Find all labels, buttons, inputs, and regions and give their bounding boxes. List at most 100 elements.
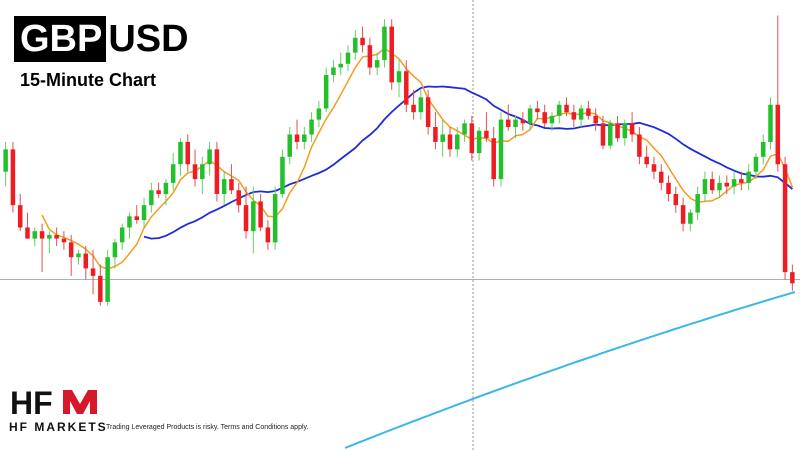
candle-bearish <box>425 97 431 128</box>
candle-bullish <box>119 227 125 243</box>
candle-bearish <box>236 190 242 206</box>
candle-bullish <box>455 134 460 150</box>
ma-slow-line <box>344 291 796 449</box>
candle-bullish <box>32 231 38 239</box>
hfm-logo-icon: HF <box>10 385 97 421</box>
candle-bullish <box>702 179 708 194</box>
candle-bullish <box>3 149 8 172</box>
candle-bearish <box>629 123 635 135</box>
candle-bullish <box>768 104 773 142</box>
candle-bearish <box>25 227 30 239</box>
candle-bullish <box>498 119 504 180</box>
brand-name: HF MARKETS <box>9 420 108 434</box>
candle-bearish <box>651 164 657 172</box>
candle-bearish <box>724 182 730 187</box>
candle-bearish <box>790 272 795 284</box>
candle-bullish <box>309 119 314 135</box>
ma-fast-line <box>41 47 794 270</box>
candle-bearish <box>265 227 271 243</box>
svg-text:HF: HF <box>10 385 53 421</box>
candle-bullish <box>331 67 336 75</box>
candle-bullish <box>396 71 402 83</box>
candle-bullish <box>353 37 358 53</box>
candle-bullish <box>251 201 256 232</box>
candle-bearish <box>192 164 198 180</box>
candle-bullish <box>556 104 562 116</box>
candle-bearish <box>411 104 416 113</box>
candle-bullish <box>287 134 292 157</box>
candle-bearish <box>389 26 394 83</box>
candle-bullish <box>746 171 751 183</box>
candle-bearish <box>404 71 409 105</box>
candle-bearish <box>17 205 23 228</box>
candle-bearish <box>615 123 620 139</box>
candle-bearish <box>782 164 788 273</box>
candle-bullish <box>731 179 737 187</box>
candle-bullish <box>163 182 169 194</box>
candle-bearish <box>61 238 67 243</box>
candle-bearish <box>294 134 300 142</box>
candle-bearish <box>83 253 89 269</box>
candle-bearish <box>571 112 577 120</box>
candle-bullish <box>607 123 613 146</box>
candle-bearish <box>243 205 249 232</box>
candle-bearish <box>658 171 664 183</box>
candle-bullish <box>622 123 628 139</box>
candle-bullish <box>47 234 52 239</box>
candle-bearish <box>564 104 569 113</box>
candle-bearish <box>90 268 96 276</box>
candle-bearish <box>156 190 161 194</box>
candle-bullish <box>302 134 307 142</box>
candle-bullish <box>178 141 183 165</box>
candle-bullish <box>462 123 467 135</box>
candle-bullish <box>323 74 329 109</box>
candle-bullish <box>272 194 278 243</box>
candle-bullish <box>221 179 227 194</box>
candle-bullish <box>207 149 212 165</box>
candle-bearish <box>520 119 526 124</box>
candle-bullish <box>695 194 700 213</box>
candle-bearish <box>535 108 540 113</box>
candle-bearish <box>600 123 606 146</box>
symbol-title: GBP USD <box>14 16 189 62</box>
candle-bearish <box>506 119 511 128</box>
candle-bullish <box>316 108 322 120</box>
candle-bullish <box>527 108 533 124</box>
candle-bearish <box>98 275 103 302</box>
candle-bearish <box>469 123 475 154</box>
candle-bearish <box>673 194 679 206</box>
candle-bearish <box>54 234 59 239</box>
candle-bearish <box>593 115 598 124</box>
candle-bullish <box>149 190 154 206</box>
candle-bearish <box>68 242 74 258</box>
candle-bearish <box>709 179 715 191</box>
symbol-base: GBP <box>14 16 107 62</box>
candle-bearish <box>10 149 16 206</box>
candle-bullish <box>170 164 176 183</box>
symbol-quote: USD <box>108 18 189 60</box>
candle-bullish <box>717 182 722 191</box>
candle-bullish <box>760 141 766 157</box>
candle-bearish <box>360 37 365 46</box>
candle-bearish <box>484 130 489 139</box>
candle-bullish <box>476 130 482 154</box>
candle-bearish <box>586 108 591 116</box>
candle-bearish <box>542 112 547 124</box>
candle-bullish <box>127 216 132 228</box>
candle-bearish <box>637 134 642 157</box>
candle-bearish <box>134 216 140 221</box>
candle-bullish <box>382 26 387 61</box>
candle-bullish <box>688 212 693 224</box>
ma-mid-line <box>143 85 793 240</box>
candle-bearish <box>229 179 234 191</box>
candle-bullish <box>345 52 351 64</box>
candle-bullish <box>374 60 380 68</box>
candle-bullish <box>338 63 343 68</box>
candle-bullish <box>280 156 285 194</box>
candle-bullish <box>549 115 555 124</box>
chart-timeframe: 15-Minute Chart <box>20 70 157 90</box>
candle-bullish <box>513 119 518 128</box>
candle-bearish <box>680 205 686 224</box>
candle-bearish <box>666 182 671 194</box>
